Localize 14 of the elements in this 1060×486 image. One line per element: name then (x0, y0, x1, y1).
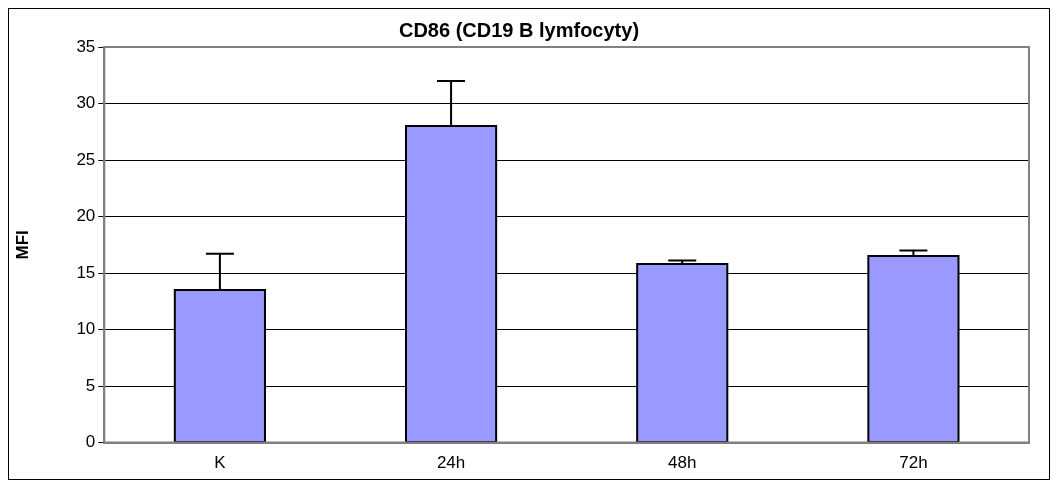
y-tick-label: 20 (76, 206, 96, 226)
y-tick-label: 15 (76, 262, 96, 282)
y-axis-title: MFI (12, 230, 32, 260)
x-tick-label: 24h (436, 453, 466, 473)
y-tick-label: 0 (85, 432, 96, 452)
y-tick-label: 10 (76, 319, 96, 339)
x-tick-label: 48h (668, 453, 697, 473)
y-tick-label: 35 (76, 36, 96, 56)
y-tick-label: 30 (76, 93, 96, 113)
chart-title: CD86 (CD19 B lymfocyty) (398, 18, 640, 41)
y-tick-label: 5 (85, 375, 96, 395)
x-tick-label: K (214, 453, 227, 473)
y-tick-label: 25 (76, 149, 96, 169)
x-tick-label: 72h (899, 453, 928, 473)
